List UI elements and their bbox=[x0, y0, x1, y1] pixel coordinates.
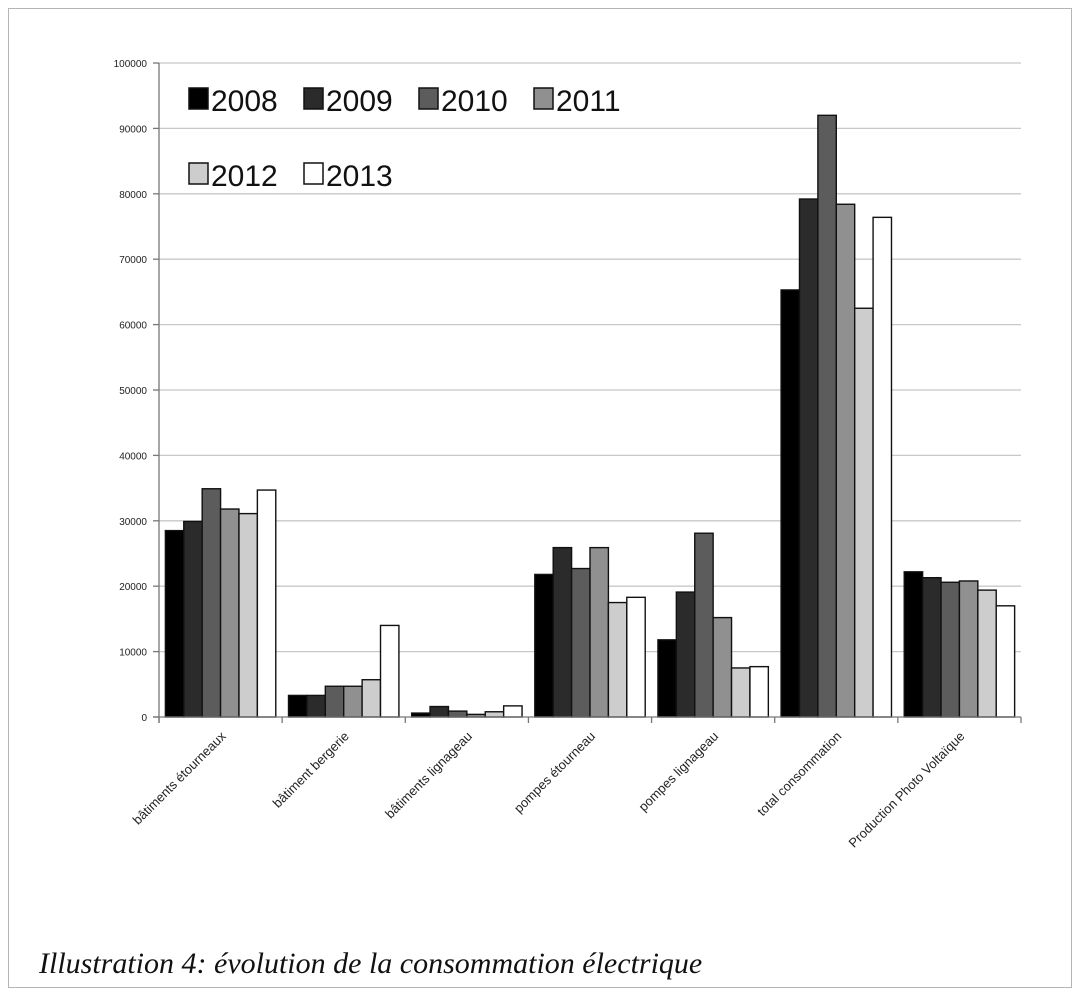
bar-2008 bbox=[780, 289, 801, 718]
bar-2011 bbox=[712, 616, 733, 718]
legend-label-2009: 2009 bbox=[326, 85, 393, 118]
y-tick-label: 100000 bbox=[114, 59, 148, 70]
x-category-label: total consommation bbox=[754, 729, 844, 819]
bar-2010 bbox=[447, 710, 468, 718]
bar-2009 bbox=[798, 198, 819, 718]
gridlines bbox=[159, 62, 1021, 653]
y-axis-ticks: 0 10000 20000 30000 40000 50000 60000 70000 8000… bbox=[114, 59, 148, 724]
legend-label-2010: 2010 bbox=[441, 85, 508, 118]
bar-2012 bbox=[484, 711, 505, 718]
legend-label-2008: 2008 bbox=[211, 85, 278, 118]
bar-2013 bbox=[995, 605, 1016, 718]
x-category-label: bâtiments étourneaux bbox=[130, 728, 229, 827]
bar-2013 bbox=[502, 705, 523, 718]
legend-swatch-2010 bbox=[418, 87, 439, 110]
bar-2010 bbox=[694, 532, 714, 718]
bar-2011 bbox=[958, 580, 979, 718]
bar-2008 bbox=[164, 529, 185, 718]
bar-2012 bbox=[853, 307, 874, 718]
bar-2012 bbox=[361, 679, 382, 718]
legend-swatch-2011 bbox=[533, 87, 554, 110]
bar-2011 bbox=[835, 203, 856, 718]
bar-2009 bbox=[429, 705, 450, 718]
y-tick-label: 60000 bbox=[119, 321, 147, 332]
y-tick-label: 10000 bbox=[119, 648, 147, 659]
x-category-label: pompes lignageau bbox=[636, 729, 722, 815]
bar-2013 bbox=[872, 216, 893, 718]
bar-2009 bbox=[552, 546, 573, 718]
x-category-label: Production Photo Voltaïque bbox=[846, 729, 968, 851]
legend: 2008 2009 2010 2011 2012 2013 bbox=[188, 85, 621, 193]
bar-2010 bbox=[940, 581, 961, 718]
axes bbox=[153, 62, 1022, 723]
legend-label-2011: 2011 bbox=[556, 85, 621, 118]
bars bbox=[164, 114, 1016, 718]
bar-2010 bbox=[324, 685, 345, 718]
y-tick-label: 90000 bbox=[119, 124, 147, 135]
bar-2008 bbox=[534, 573, 554, 718]
bar-2011 bbox=[343, 685, 363, 718]
bar-2008 bbox=[287, 694, 308, 718]
bar-2013 bbox=[256, 489, 277, 718]
bar-chart: 0 10000 20000 30000 40000 50000 60000 70000 8000… bbox=[114, 59, 1022, 851]
bar-2008 bbox=[657, 639, 678, 718]
y-tick-label: 30000 bbox=[119, 517, 147, 528]
bar-2009 bbox=[306, 694, 327, 718]
x-category-label: bâtiments lignageau bbox=[382, 729, 475, 822]
bar-2011 bbox=[219, 508, 240, 718]
bar-2010 bbox=[570, 567, 591, 718]
bar-2010 bbox=[201, 488, 222, 718]
y-tick-label: 20000 bbox=[119, 582, 147, 593]
bar-2009 bbox=[675, 591, 696, 718]
bar-2009 bbox=[183, 520, 203, 718]
bar-2013 bbox=[626, 596, 646, 718]
legend-label-2012: 2012 bbox=[211, 160, 278, 193]
legend-swatch-2008 bbox=[188, 87, 209, 110]
x-category-label: bâtiment bergerie bbox=[270, 729, 352, 811]
y-tick-label: 80000 bbox=[119, 190, 147, 201]
y-tick-label: 50000 bbox=[119, 386, 147, 397]
y-tick-label: 0 bbox=[141, 713, 147, 724]
bar-2009 bbox=[921, 576, 942, 718]
y-tick-label: 40000 bbox=[119, 451, 147, 462]
legend-swatch-2013 bbox=[303, 162, 324, 185]
bar-2012 bbox=[730, 667, 751, 718]
bar-2008 bbox=[903, 571, 924, 718]
figure-frame: 0 10000 20000 30000 40000 50000 60000 70000 8000… bbox=[8, 8, 1072, 988]
bar-2010 bbox=[817, 114, 837, 718]
x-category-label: pompes étourneau bbox=[511, 729, 598, 816]
figure-caption: Illustration 4: évolution de la consomma… bbox=[39, 947, 703, 980]
bar-2012 bbox=[977, 589, 997, 718]
bar-2013 bbox=[379, 624, 400, 718]
legend-swatch-2009 bbox=[303, 87, 324, 110]
y-tick-label: 70000 bbox=[119, 255, 147, 266]
bar-2011 bbox=[589, 546, 610, 718]
bar-2012 bbox=[607, 601, 628, 718]
bar-2012 bbox=[238, 512, 259, 718]
legend-swatch-2012 bbox=[188, 162, 209, 185]
x-axis-labels: bâtiments étourneaux bâtiment bergerie bât… bbox=[130, 728, 968, 850]
bar-2013 bbox=[749, 665, 770, 718]
legend-label-2013: 2013 bbox=[326, 160, 393, 193]
